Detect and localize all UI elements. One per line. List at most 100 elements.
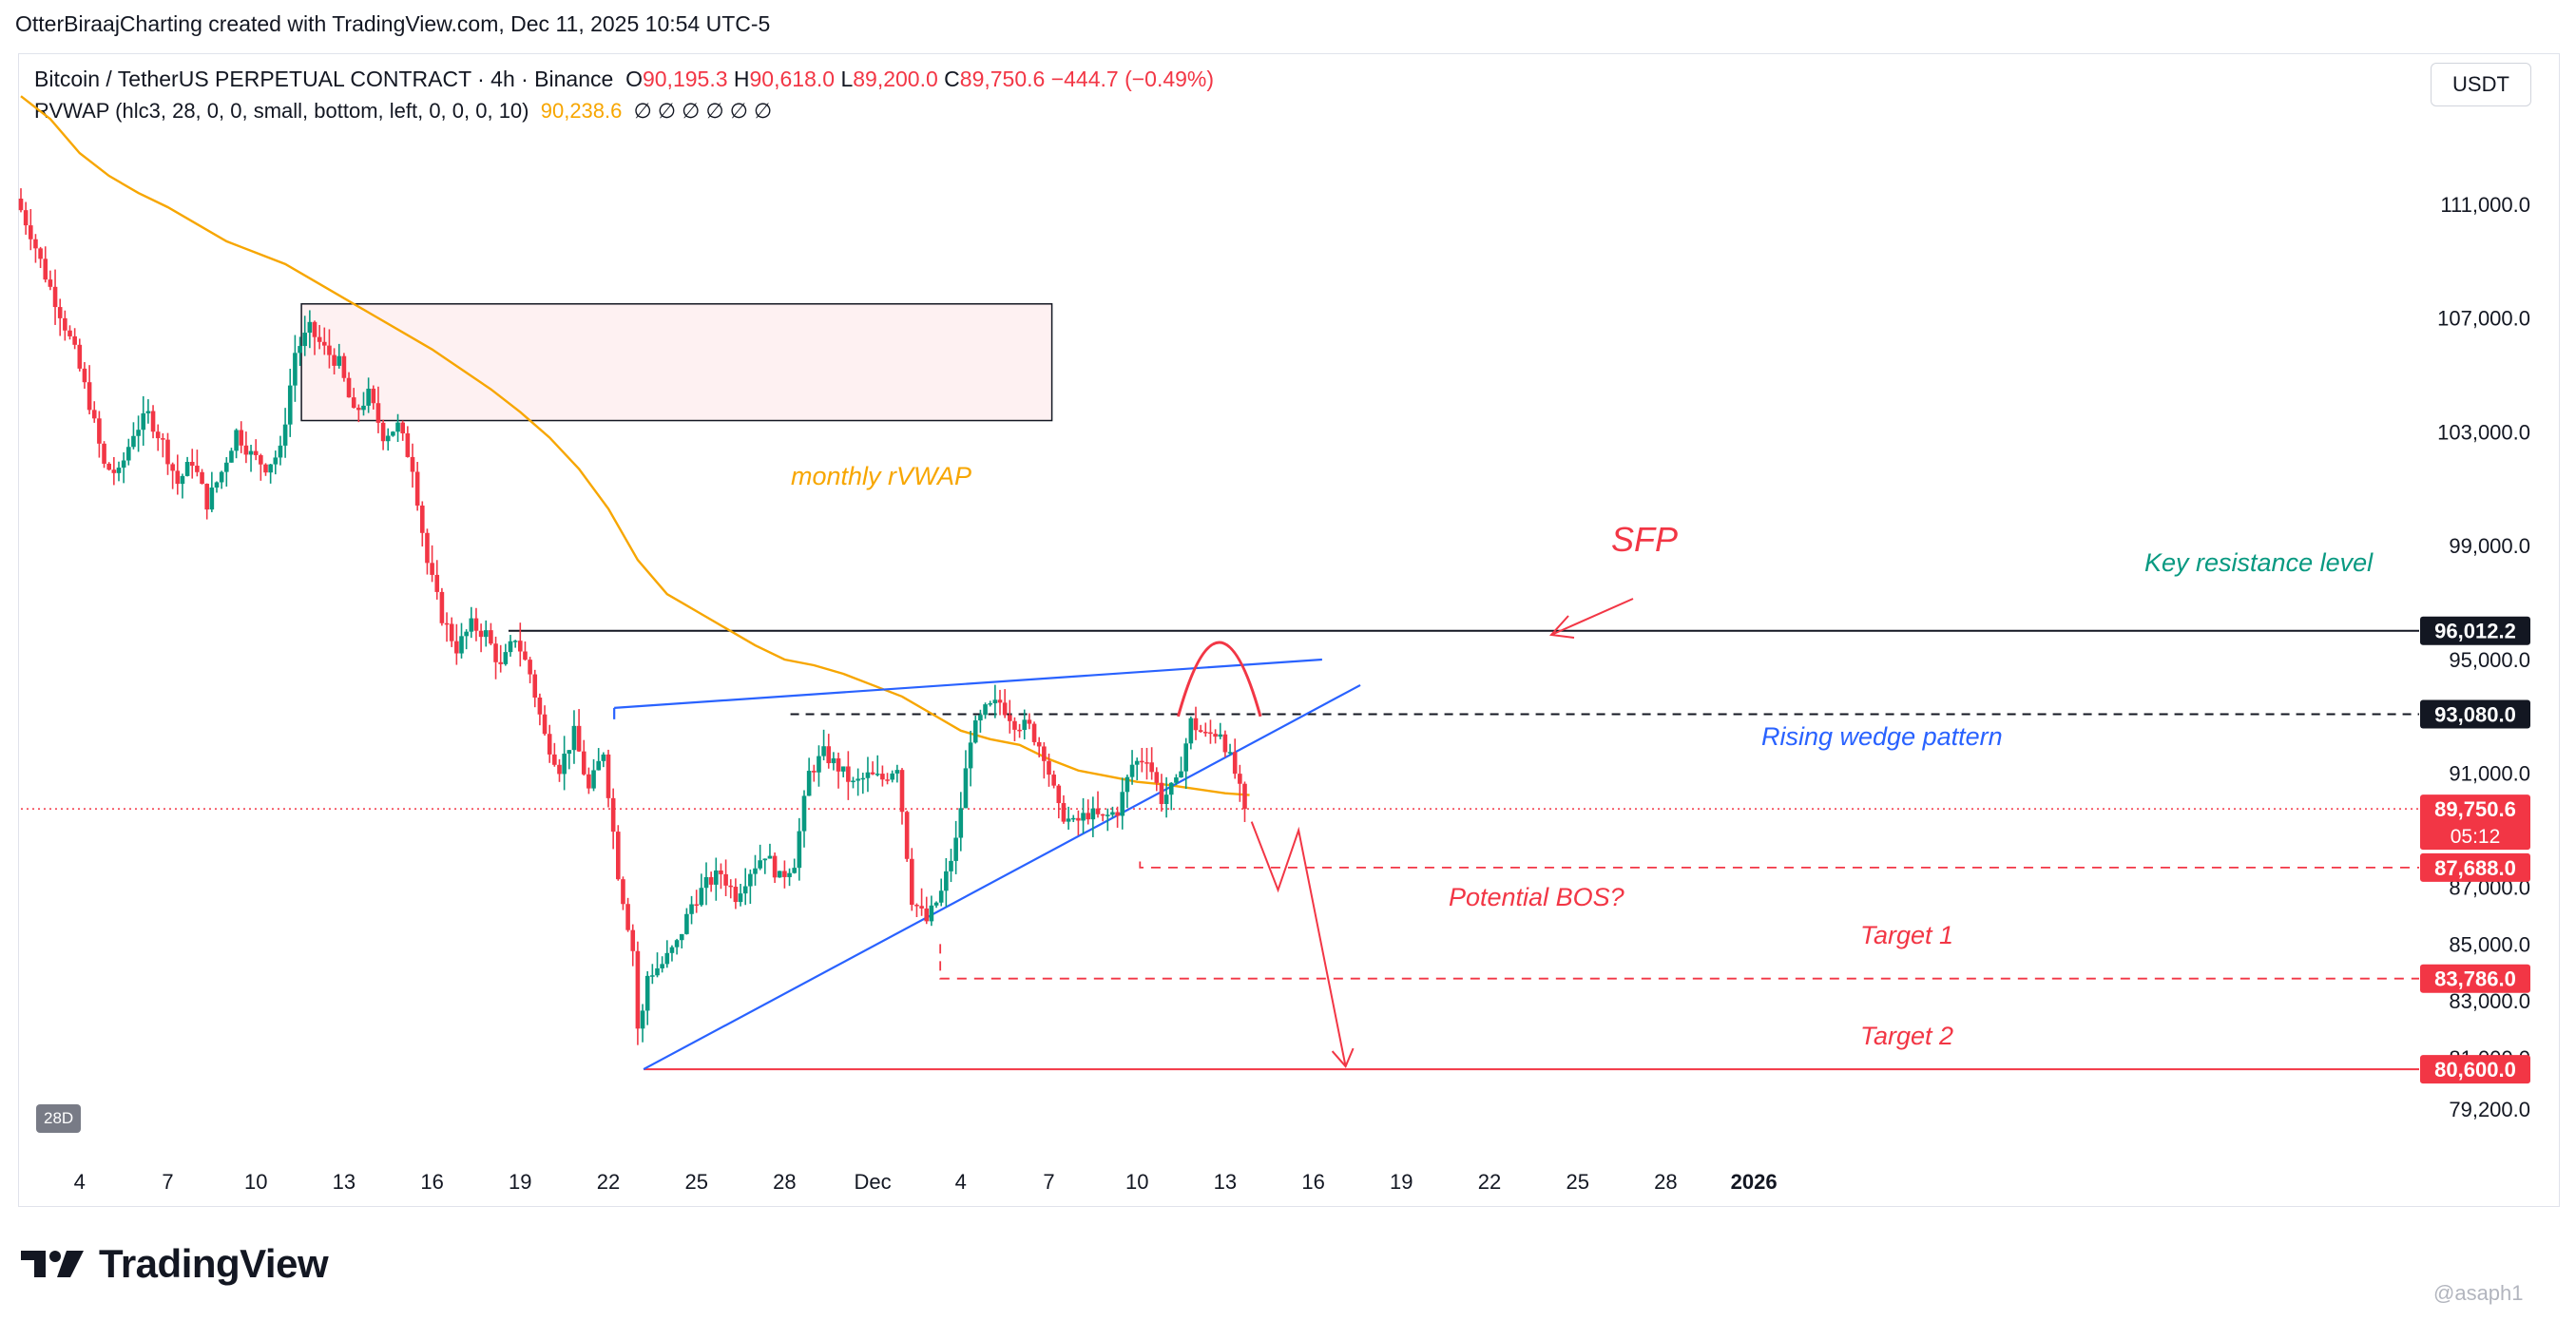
indicator-legend[interactable]: RVWAP (hlc3, 28, 0, 0, small, bottom, le… [34,99,772,124]
candle-body [287,385,293,425]
candle [547,724,552,763]
candle-body [610,797,616,833]
candle [684,908,689,935]
candle [1070,814,1076,822]
candle [591,758,596,792]
candle [430,545,434,583]
candle-body [434,574,440,592]
candle-body [1008,715,1012,721]
candle [131,422,136,450]
candle [865,756,871,793]
timeframe-badge[interactable]: 28D [36,1104,82,1133]
candle-body [817,756,821,773]
candle [669,945,675,962]
candle [972,715,978,744]
candle-body [1149,762,1154,773]
candle [621,876,625,910]
candle [571,710,577,764]
candle-body [204,484,209,510]
candle [1022,709,1028,740]
candle [699,873,704,907]
candle-body [1066,818,1071,822]
indicator-name[interactable]: RVWAP (hlc3, 28, 0, 0, small, bottom, le… [34,99,529,123]
candle [826,734,832,769]
candle [719,863,723,890]
x-tick-label: 16 [420,1170,443,1194]
tradingview-brand[interactable]: TradingView [21,1241,329,1287]
candle-body [547,734,552,755]
candle-body [1031,723,1037,742]
candle-body [978,715,983,721]
candle-body [684,913,689,934]
candle [111,456,117,486]
candle [938,878,944,907]
candle [1159,774,1164,812]
rvwap-label: monthly rVWAP [791,462,971,490]
x-tick-label: 13 [1214,1170,1237,1194]
candle-body [268,464,273,473]
candle-body [473,618,479,631]
candle [253,439,259,461]
symbol-legend[interactable]: Bitcoin / TetherUS PERPETUAL CONTRACT · … [34,67,1214,92]
candle-body [332,354,336,366]
candle-body [425,532,430,564]
x-tick-label: 10 [244,1170,267,1194]
candle-body [742,886,748,894]
price-tag-label: 89,750.6 [2434,797,2516,821]
candle [165,432,170,475]
target1-line [939,944,2419,980]
candle [268,464,273,484]
candle-body [52,286,58,308]
candle [596,748,601,771]
candle [136,415,141,452]
candle [655,952,660,978]
candle-body [703,876,709,889]
symbol-name[interactable]: Bitcoin / TetherUS PERPETUAL CONTRACT · … [34,67,614,91]
price-tag: 96,012.2 [2420,616,2530,645]
x-tick-label: 25 [684,1170,707,1194]
sfp-arc [1177,641,1262,718]
price-tag-countdown: 05:12 [2451,826,2501,848]
candle-body [111,469,117,473]
chart-frame [18,53,2560,1207]
low-value: 89,200.0 [853,67,938,91]
candle [703,862,709,906]
candle [464,629,469,650]
candle [508,635,513,657]
candle [978,709,983,733]
candle [1203,722,1208,737]
candle [189,449,195,479]
x-tick-label: 19 [509,1170,531,1194]
candle [910,848,914,911]
candle-body [640,1010,645,1029]
candle [224,457,229,487]
candle-body [557,764,562,775]
candle-body [679,933,684,941]
candle [405,426,411,458]
candle-body [1129,764,1135,777]
candle-body [792,868,797,873]
candle [983,702,988,719]
candle [1179,756,1183,778]
candle [380,419,386,450]
candle-body [836,757,841,772]
currency-button[interactable]: USDT [2431,63,2531,106]
x-tick-label: 22 [597,1170,620,1194]
key-resistance-label: Key resistance level [2144,548,2374,577]
candle-body [890,773,894,780]
candle-body [812,771,817,773]
candle-body [1163,795,1169,804]
change-value: −444.7 (−0.49%) [1050,67,1215,91]
candle-body [489,630,493,644]
candle-body [312,321,317,337]
candle [851,776,855,789]
candle-body [846,766,851,782]
candle [170,462,175,489]
candle [121,451,126,484]
candle-body [875,774,880,775]
price-chart[interactable]: 111,000.0 107,000.0 103,000.0 99,000.0 95,00… [0,0,2576,1226]
candle-body [1179,771,1183,778]
candle-body [414,471,420,506]
candle [375,386,381,433]
y-tick-label: 95,000.0 [2449,648,2530,672]
